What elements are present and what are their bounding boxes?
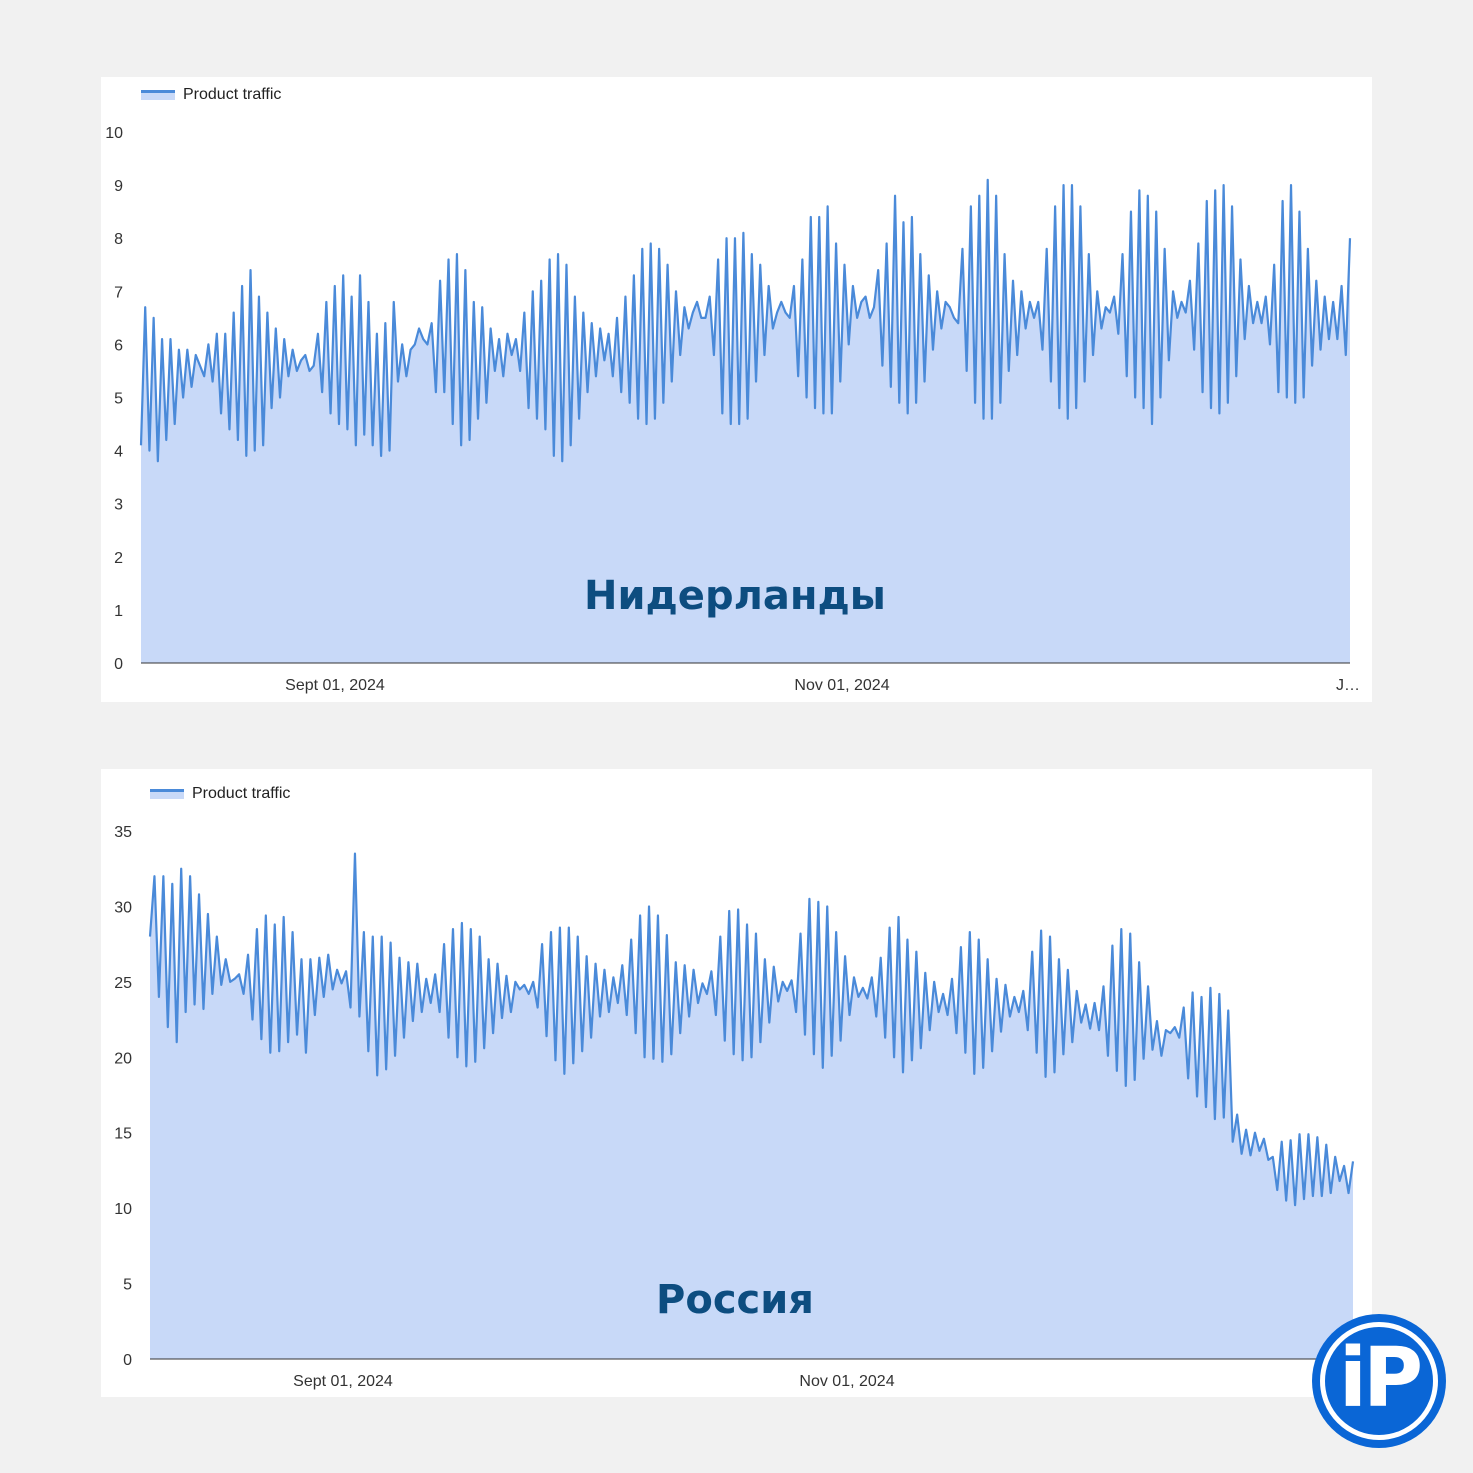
y-tick-label: 35 — [114, 824, 132, 841]
y-tick-label: 6 — [114, 337, 123, 354]
y-tick-label: 7 — [114, 284, 123, 301]
chart-overlay-title: Россия — [656, 1277, 814, 1323]
y-tick-label: 2 — [114, 550, 123, 567]
logo-ring — [1320, 1322, 1438, 1440]
y-tick-label: 10 — [105, 125, 123, 142]
x-tick-label: Sept 01, 2024 — [285, 677, 385, 694]
x-tick-label: Nov 01, 2024 — [799, 1373, 894, 1390]
y-tick-label: 30 — [114, 899, 132, 916]
chart-panel-netherlands: Product traffic Нидерланды 0 1 2 3 4 5 6 7 8 9 10 Se… — [101, 77, 1372, 702]
x-tick-label: Sept 01, 2024 — [293, 1373, 393, 1390]
y-tick-label: 8 — [114, 231, 123, 248]
x-tick-label: J… — [1336, 677, 1360, 694]
chart-panel-russia: Product traffic Россия 0 5 10 15 20 25 30 35 Sept… — [101, 769, 1372, 1397]
y-tick-label: 4 — [114, 444, 123, 461]
y-tick-label: 15 — [114, 1126, 132, 1143]
y-tick-label: 0 — [114, 656, 123, 673]
y-tick-label: 1 — [114, 603, 123, 620]
y-tick-label: 9 — [114, 178, 123, 195]
chart-svg-netherlands: Нидерланды 0 1 2 3 4 5 6 7 8 9 10 Sept 01, 2024 Nov 0… — [105, 125, 1360, 694]
legend[interactable]: Product traffic — [150, 785, 290, 803]
legend[interactable]: Product traffic — [141, 86, 281, 104]
chart-overlay-title: Нидерланды — [584, 573, 886, 619]
legend-label: Product traffic — [183, 86, 282, 103]
y-tick-label: 20 — [114, 1050, 132, 1067]
legend-label: Product traffic — [192, 785, 291, 802]
y-tick-label: 25 — [114, 975, 132, 992]
series-line — [148, 852, 1355, 1207]
area-fill — [150, 853, 1353, 1359]
y-tick-label: 3 — [114, 497, 123, 514]
x-tick-label: Nov 01, 2024 — [794, 677, 889, 694]
y-tick-label: 5 — [114, 391, 123, 408]
legend-swatch — [150, 789, 184, 799]
y-tick-label: 10 — [114, 1201, 132, 1218]
chart-svg-russia: Россия 0 5 10 15 20 25 30 35 Sept 01, 2024 Nov 01,… — [114, 824, 1355, 1390]
y-tick-label: 5 — [123, 1277, 132, 1294]
logo-text: iP — [1338, 1331, 1423, 1426]
y-tick-label: 0 — [123, 1352, 132, 1369]
ip-logo: iP — [1312, 1314, 1446, 1448]
legend-swatch — [141, 90, 175, 100]
series-line — [139, 178, 1352, 463]
